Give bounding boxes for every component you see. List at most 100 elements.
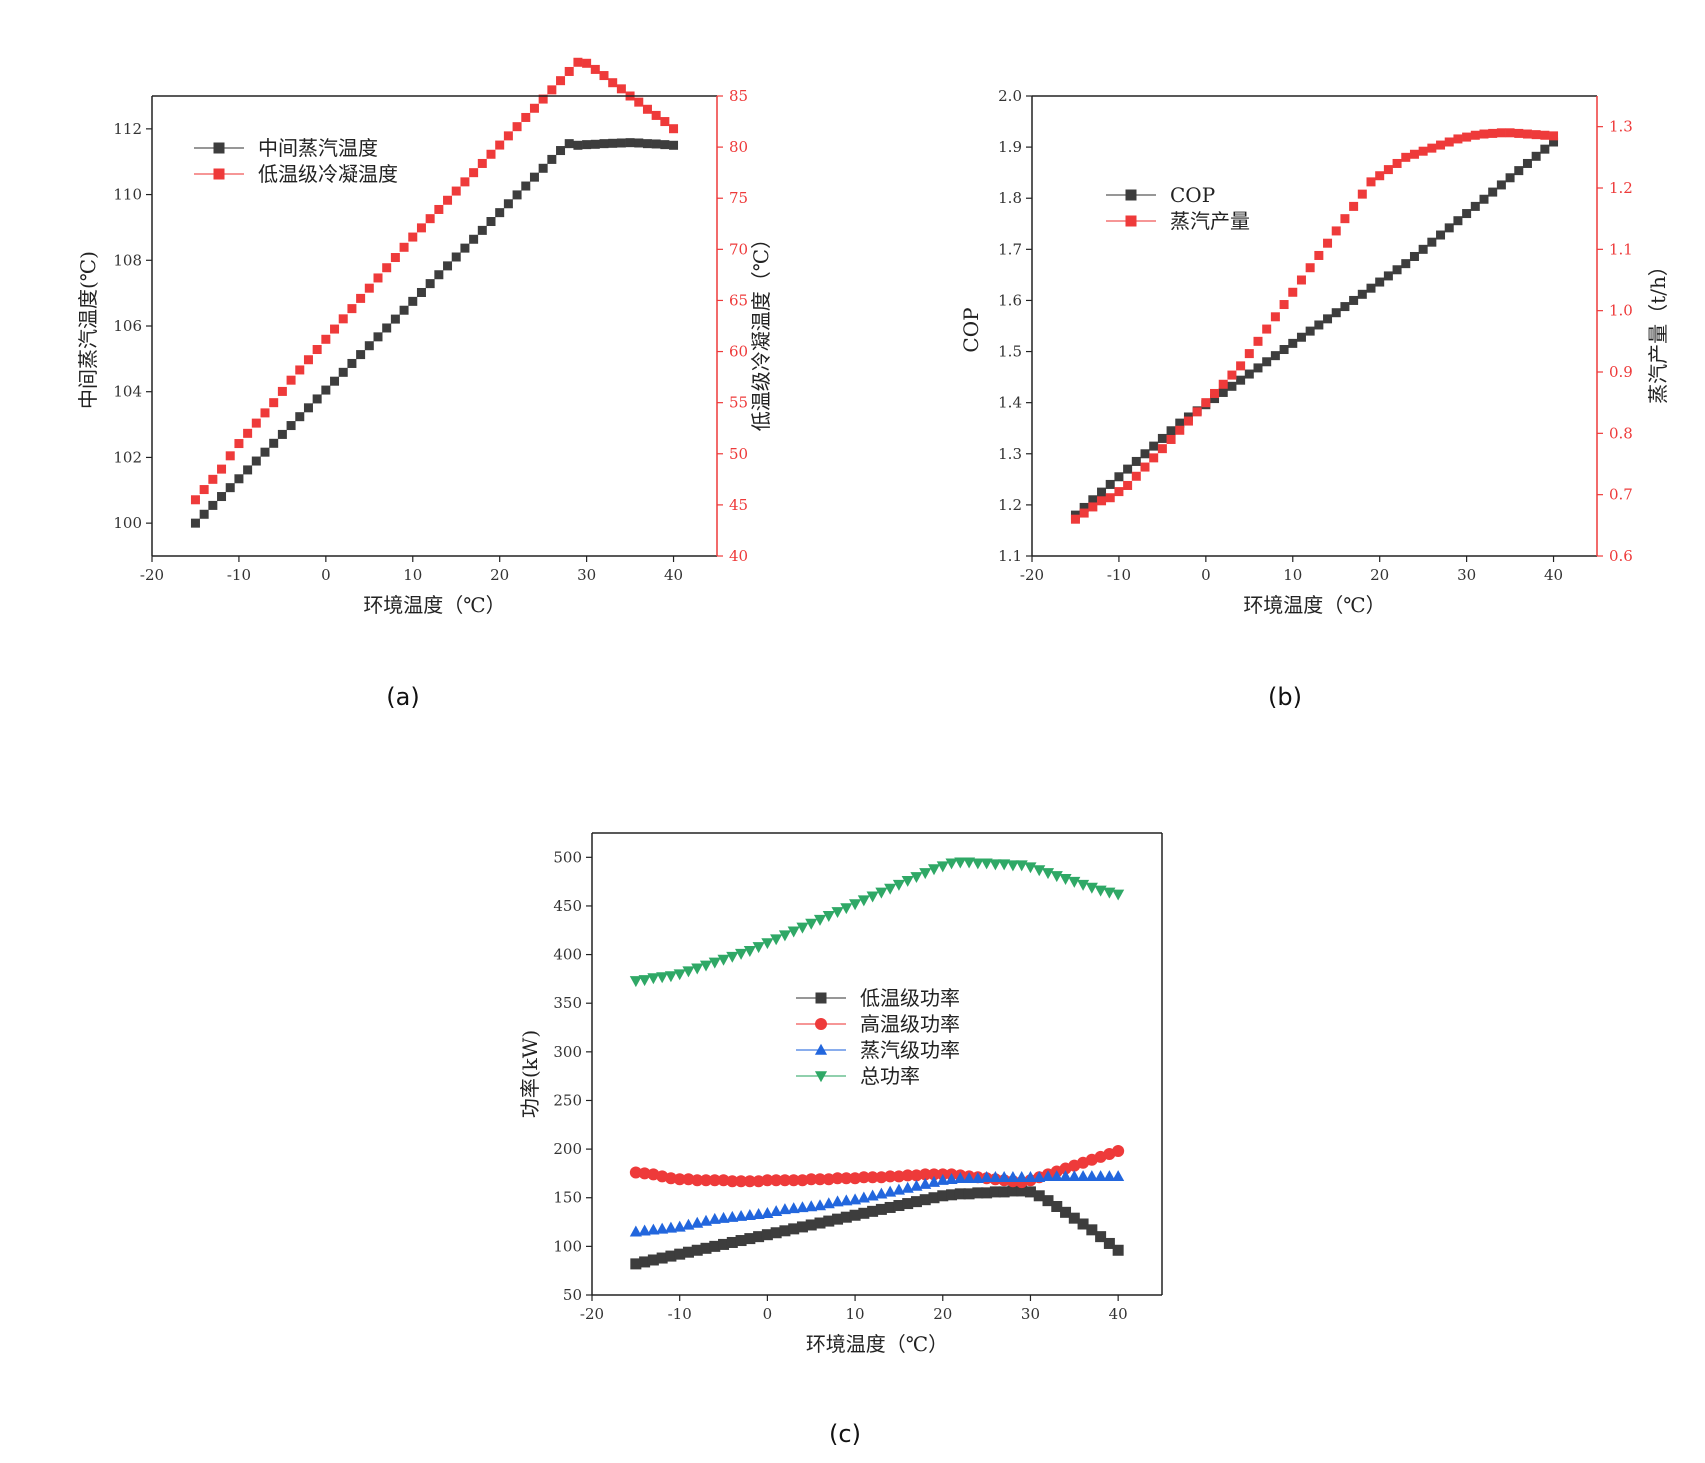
data-point <box>1033 1171 1046 1183</box>
x-tick-label: 20 <box>933 1305 952 1323</box>
y-tick-label: 1.5 <box>998 343 1022 361</box>
data-point <box>787 926 800 938</box>
data-point <box>813 914 827 926</box>
data-point <box>582 140 592 150</box>
data-point <box>1112 1244 1124 1256</box>
y2-axis-title: 低温级冷凝温度（℃） <box>749 229 773 431</box>
data-point <box>937 1190 949 1202</box>
data-point <box>778 930 791 942</box>
y2-tick-label: 80 <box>729 138 748 156</box>
data-point <box>1453 134 1463 144</box>
data-point <box>1175 418 1185 428</box>
data-point <box>1262 324 1272 334</box>
data-point <box>364 341 374 351</box>
y2-tick-label: 70 <box>729 240 748 258</box>
x-tick-label: -10 <box>668 1305 692 1323</box>
legend-label: 蒸汽产量 <box>1170 209 1250 233</box>
data-point <box>813 1199 827 1211</box>
data-point <box>866 891 879 903</box>
data-point <box>1549 131 1559 141</box>
data-point <box>634 138 644 148</box>
data-point <box>1103 887 1116 899</box>
data-point <box>1210 394 1220 404</box>
y-tick-label: 1.1 <box>998 547 1022 565</box>
data-point <box>770 1205 783 1217</box>
subfigure-caption: (c) <box>829 1420 861 1448</box>
data-point <box>901 1169 914 1182</box>
legend-label: 中间蒸汽温度 <box>258 136 378 160</box>
legend-marker <box>213 168 225 180</box>
data-point <box>651 139 661 149</box>
data-point <box>998 1186 1010 1198</box>
data-point <box>752 1208 765 1219</box>
data-point <box>919 1194 931 1206</box>
data-point <box>1436 230 1446 240</box>
data-point <box>1042 1195 1054 1207</box>
data-point <box>814 1173 826 1186</box>
data-point <box>945 858 958 870</box>
data-point <box>1236 375 1246 385</box>
y-tick-label: 300 <box>553 1043 582 1061</box>
y-tick-label: 350 <box>553 994 582 1012</box>
y-tick-label: 102 <box>113 448 142 466</box>
data-point <box>761 1229 773 1241</box>
data-point <box>1331 226 1341 236</box>
data-point <box>726 1236 738 1248</box>
data-point <box>1112 1170 1125 1182</box>
data-point <box>1444 223 1454 233</box>
data-point <box>788 1223 800 1235</box>
subfigure-caption: (b) <box>1268 683 1302 711</box>
data-point <box>919 1177 932 1189</box>
y2-tick-label: 0.8 <box>1609 424 1633 442</box>
x-axis-title: 环境温度（℃） <box>363 593 505 617</box>
data-point <box>1279 345 1289 355</box>
data-point <box>443 261 453 271</box>
data-point <box>547 154 557 164</box>
data-point <box>1114 487 1124 497</box>
data-point <box>1006 860 1019 872</box>
data-point <box>901 1181 914 1193</box>
data-point <box>849 1209 861 1221</box>
data-point <box>743 1175 756 1188</box>
data-point <box>660 117 670 127</box>
data-point <box>884 1185 897 1197</box>
data-point <box>945 1172 958 1184</box>
data-point <box>699 1214 713 1226</box>
data-point <box>556 146 566 156</box>
data-point <box>1105 479 1115 489</box>
y-tick-label: 100 <box>553 1237 582 1255</box>
data-point <box>778 1203 791 1215</box>
data-point <box>1531 130 1541 140</box>
data-point <box>1166 434 1176 444</box>
data-point <box>1094 885 1107 897</box>
data-point <box>425 279 435 289</box>
data-point <box>954 1188 966 1200</box>
data-point <box>1488 128 1498 138</box>
data-point <box>691 1244 703 1256</box>
legend-label: COP <box>1170 183 1215 207</box>
data-point <box>1522 129 1532 139</box>
data-point <box>1357 289 1367 299</box>
data-point <box>451 252 461 262</box>
data-point <box>875 1203 887 1215</box>
data-point <box>1227 381 1237 391</box>
data-point <box>1103 1170 1116 1182</box>
data-point <box>796 922 809 934</box>
data-point <box>382 263 392 273</box>
data-point <box>1470 130 1480 140</box>
data-point <box>529 103 539 113</box>
subfigure-caption: (a) <box>386 683 419 711</box>
data-point <box>743 1208 756 1220</box>
data-point <box>1068 876 1081 888</box>
data-point <box>408 232 418 242</box>
data-point <box>858 1207 870 1219</box>
data-point <box>822 910 835 922</box>
data-point <box>691 1216 704 1228</box>
data-point <box>857 1191 870 1203</box>
data-point <box>1401 259 1411 269</box>
data-point <box>1357 189 1367 199</box>
data-point <box>709 1240 721 1252</box>
data-point <box>831 1172 844 1185</box>
data-point <box>295 365 305 375</box>
